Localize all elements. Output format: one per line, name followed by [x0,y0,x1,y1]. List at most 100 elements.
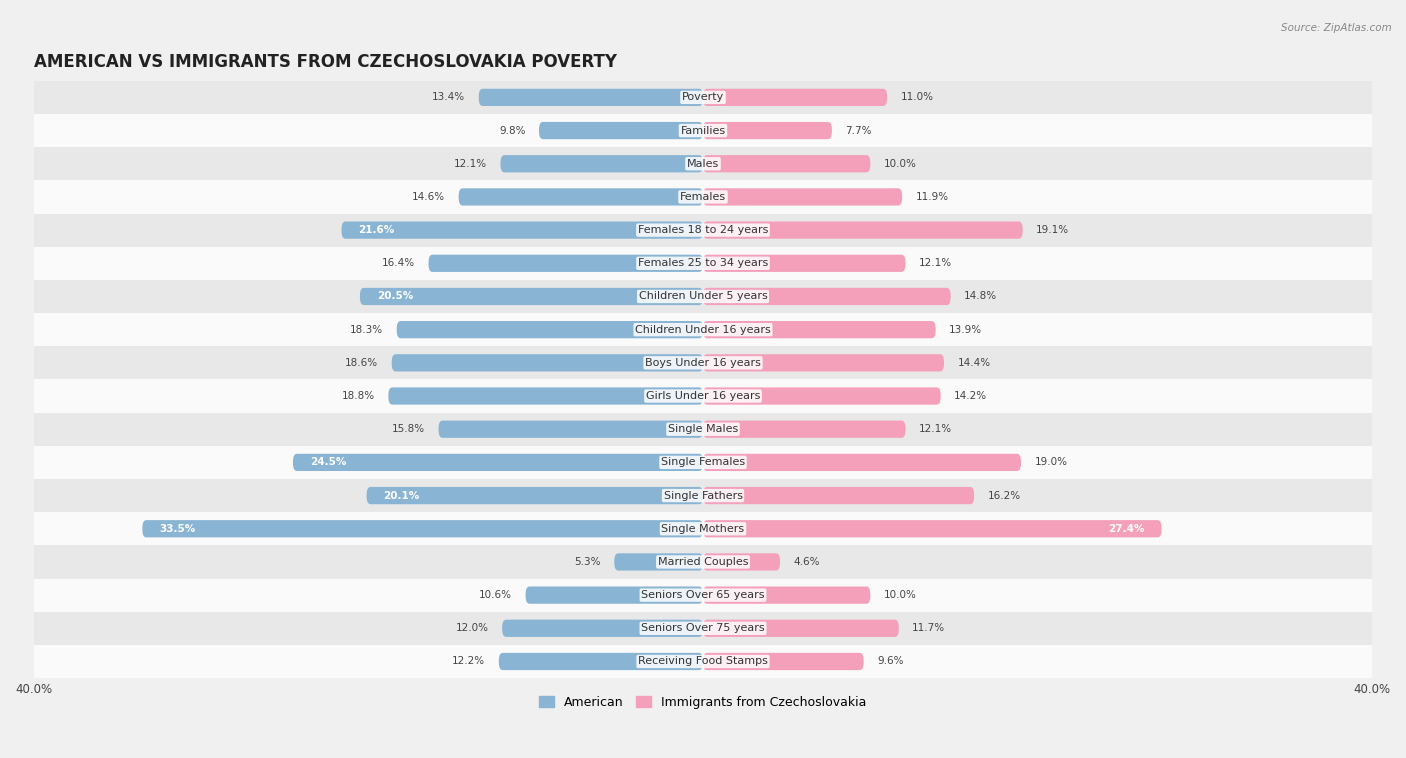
FancyBboxPatch shape [499,653,703,670]
FancyBboxPatch shape [429,255,703,272]
Bar [34,412,1372,446]
Bar [34,346,1372,380]
Text: Males: Males [688,158,718,169]
Text: 14.2%: 14.2% [955,391,987,401]
Text: 15.8%: 15.8% [392,424,425,434]
FancyBboxPatch shape [526,587,703,603]
Text: 10.0%: 10.0% [884,590,917,600]
FancyBboxPatch shape [342,221,703,239]
FancyBboxPatch shape [360,288,703,305]
FancyBboxPatch shape [703,520,1161,537]
Text: Single Females: Single Females [661,457,745,468]
Bar [34,545,1372,578]
Text: 21.6%: 21.6% [359,225,395,235]
Text: 5.3%: 5.3% [575,557,600,567]
Bar [34,512,1372,545]
Bar [34,114,1372,147]
Text: 14.4%: 14.4% [957,358,990,368]
Text: Poverty: Poverty [682,92,724,102]
FancyBboxPatch shape [703,155,870,172]
Text: Children Under 16 years: Children Under 16 years [636,324,770,335]
FancyBboxPatch shape [502,620,703,637]
FancyBboxPatch shape [388,387,703,405]
Bar [34,280,1372,313]
FancyBboxPatch shape [703,620,898,637]
FancyBboxPatch shape [478,89,703,106]
Text: 18.8%: 18.8% [342,391,375,401]
Text: 7.7%: 7.7% [845,126,872,136]
Text: Single Fathers: Single Fathers [664,490,742,500]
Text: Seniors Over 65 years: Seniors Over 65 years [641,590,765,600]
FancyBboxPatch shape [703,221,1022,239]
Text: 14.6%: 14.6% [412,192,446,202]
FancyBboxPatch shape [703,421,905,438]
FancyBboxPatch shape [703,487,974,504]
Text: 27.4%: 27.4% [1108,524,1144,534]
Bar [34,180,1372,214]
FancyBboxPatch shape [703,255,905,272]
Bar [34,446,1372,479]
Text: 13.4%: 13.4% [432,92,465,102]
Text: 20.5%: 20.5% [377,292,413,302]
Bar [34,380,1372,412]
FancyBboxPatch shape [292,454,703,471]
FancyBboxPatch shape [538,122,703,139]
FancyBboxPatch shape [703,587,870,603]
FancyBboxPatch shape [703,553,780,571]
Text: 18.3%: 18.3% [350,324,384,335]
Text: 18.6%: 18.6% [346,358,378,368]
Text: Receiving Food Stamps: Receiving Food Stamps [638,656,768,666]
FancyBboxPatch shape [439,421,703,438]
Text: 12.1%: 12.1% [454,158,486,169]
Text: Females 25 to 34 years: Females 25 to 34 years [638,258,768,268]
Text: 12.0%: 12.0% [456,623,489,633]
FancyBboxPatch shape [703,387,941,405]
Text: 19.1%: 19.1% [1036,225,1069,235]
Text: Single Mothers: Single Mothers [661,524,745,534]
Text: Boys Under 16 years: Boys Under 16 years [645,358,761,368]
Text: 12.1%: 12.1% [920,258,952,268]
Text: Married Couples: Married Couples [658,557,748,567]
Text: Source: ZipAtlas.com: Source: ZipAtlas.com [1281,23,1392,33]
FancyBboxPatch shape [703,288,950,305]
Bar [34,479,1372,512]
Bar [34,612,1372,645]
Text: 33.5%: 33.5% [159,524,195,534]
Bar [34,81,1372,114]
Text: Children Under 5 years: Children Under 5 years [638,292,768,302]
Text: 14.8%: 14.8% [965,292,997,302]
Text: 24.5%: 24.5% [309,457,346,468]
Bar [34,578,1372,612]
FancyBboxPatch shape [703,454,1021,471]
Text: 12.1%: 12.1% [920,424,952,434]
FancyBboxPatch shape [501,155,703,172]
Bar [34,645,1372,678]
FancyBboxPatch shape [703,321,935,338]
Bar [34,246,1372,280]
Legend: American, Immigrants from Czechoslovakia: American, Immigrants from Czechoslovakia [534,691,872,713]
Text: Families: Families [681,126,725,136]
Text: 11.0%: 11.0% [900,92,934,102]
FancyBboxPatch shape [703,122,832,139]
Text: 12.2%: 12.2% [453,656,485,666]
Text: Females: Females [681,192,725,202]
Text: 19.0%: 19.0% [1035,457,1067,468]
FancyBboxPatch shape [703,354,943,371]
Bar [34,214,1372,246]
Text: Females 18 to 24 years: Females 18 to 24 years [638,225,768,235]
Text: Single Males: Single Males [668,424,738,434]
Text: 16.2%: 16.2% [987,490,1021,500]
Text: Girls Under 16 years: Girls Under 16 years [645,391,761,401]
Text: 9.8%: 9.8% [499,126,526,136]
Bar [34,147,1372,180]
FancyBboxPatch shape [703,653,863,670]
FancyBboxPatch shape [703,89,887,106]
Bar [34,313,1372,346]
FancyBboxPatch shape [458,188,703,205]
Text: 9.6%: 9.6% [877,656,904,666]
Text: 20.1%: 20.1% [384,490,419,500]
Text: 11.9%: 11.9% [915,192,949,202]
Text: 16.4%: 16.4% [382,258,415,268]
Text: 10.0%: 10.0% [884,158,917,169]
FancyBboxPatch shape [614,553,703,571]
